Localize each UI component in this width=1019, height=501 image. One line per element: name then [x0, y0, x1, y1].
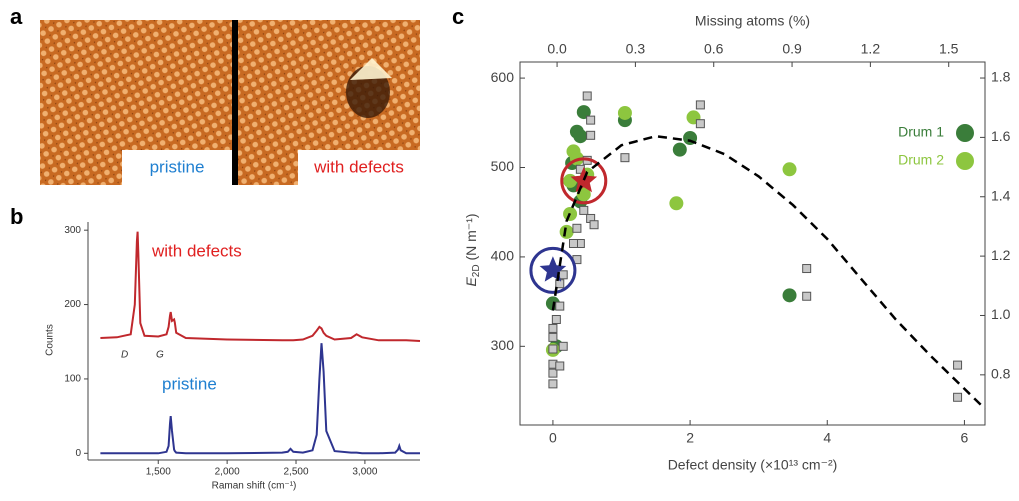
- panel-label: a: [10, 4, 23, 29]
- square-point: [558, 341, 568, 351]
- panel-label: b: [10, 204, 23, 229]
- square-point: [558, 270, 568, 280]
- x-tick-label: 3,000: [352, 467, 377, 478]
- image-label: with defects: [313, 157, 404, 176]
- legend-marker: [956, 152, 974, 170]
- square-point: [555, 361, 565, 371]
- square-point: [586, 115, 596, 125]
- y-label-subscript: 2D: [471, 264, 482, 277]
- highlight-circle: [560, 157, 608, 205]
- label-box: [122, 150, 232, 185]
- x2-tick-label: 0.6: [704, 41, 724, 57]
- y-tick-label: 0: [75, 448, 81, 459]
- square-point: [953, 392, 963, 402]
- y-label-symbol: E: [463, 277, 479, 287]
- y2-tick-label: 1.4: [991, 187, 1011, 203]
- y2-tick-label: 1.0: [991, 306, 1011, 322]
- x2-tick-label: 0.9: [782, 41, 802, 57]
- y-label-unit: (N m⁻¹): [463, 213, 479, 264]
- legend-label: Drum 2: [898, 152, 944, 168]
- legend-label: Drum 1: [898, 124, 944, 140]
- drum-point: [617, 105, 632, 120]
- square-point: [579, 205, 589, 215]
- panel-label: c: [452, 4, 464, 29]
- y-tick-label: 300: [64, 225, 81, 236]
- y-axis-label: E2D (N m⁻¹): [463, 213, 482, 286]
- drum-point: [559, 224, 574, 239]
- x-tick-label: 6: [961, 430, 969, 446]
- square-point: [548, 344, 558, 354]
- plot-frame: [519, 61, 986, 426]
- x-tick-label: 2,500: [284, 467, 309, 478]
- square-point: [953, 360, 963, 370]
- y-tick-label: 300: [491, 337, 515, 353]
- square-point: [555, 279, 565, 289]
- x-tick-label: 0: [549, 430, 557, 446]
- square-point: [802, 291, 812, 301]
- square-point: [548, 323, 558, 333]
- x-axis-label: Defect density (×10¹³ cm⁻²): [668, 457, 838, 473]
- divider: [232, 20, 238, 185]
- y2-tick-label: 1.6: [991, 128, 1011, 144]
- square-point: [555, 301, 565, 311]
- square-point: [586, 130, 596, 140]
- annotation: D: [121, 350, 128, 361]
- square-point: [620, 153, 630, 163]
- x2-tick-label: 0.3: [626, 41, 646, 57]
- y-tick-label: 400: [491, 248, 515, 264]
- x2-tick-label: 1.2: [861, 41, 881, 57]
- square-point: [551, 314, 561, 324]
- defect: [350, 58, 392, 80]
- y2-tick-label: 0.8: [991, 366, 1011, 382]
- y-tick-label: 500: [491, 158, 515, 174]
- image-label: pristine: [150, 157, 205, 176]
- square-point: [572, 223, 582, 233]
- square-point: [695, 100, 705, 110]
- square-point: [802, 264, 812, 274]
- square-point: [568, 239, 578, 248]
- drum-point: [563, 173, 578, 188]
- y2-tick-label: 1.2: [991, 247, 1011, 263]
- square-point: [582, 91, 592, 101]
- y-tick-label: 200: [64, 299, 81, 310]
- drum-point: [669, 196, 684, 211]
- x-axis-label: Raman shift (cm⁻¹): [212, 481, 297, 492]
- drum-point: [672, 142, 687, 157]
- drum-point: [782, 162, 797, 177]
- drum-point: [573, 129, 588, 144]
- square-point: [548, 368, 558, 378]
- x-tick-label: 4: [823, 430, 831, 446]
- spectrum-line: [100, 343, 420, 455]
- y2-tick-label: 1.8: [991, 69, 1011, 85]
- square-point: [589, 220, 599, 230]
- series-label: with defects: [151, 241, 242, 260]
- y-axis-label: Counts: [45, 324, 56, 356]
- x2-tick-label: 0.0: [547, 41, 567, 57]
- fit-line: [551, 134, 986, 410]
- y-tick-label: 100: [64, 374, 81, 385]
- spectrum-line: [100, 231, 421, 342]
- square-point: [695, 119, 705, 129]
- square-point: [548, 379, 558, 389]
- label-box: [298, 150, 420, 185]
- square-point: [548, 332, 558, 342]
- x2-axis-label: Missing atoms (%): [695, 13, 810, 29]
- legend-marker: [956, 124, 974, 142]
- series-label: pristine: [162, 374, 217, 393]
- annotation: G: [156, 350, 164, 361]
- y-tick-label: 600: [491, 69, 515, 85]
- drum-point: [576, 105, 591, 120]
- x-tick-label: 2,000: [215, 467, 240, 478]
- x-tick-label: 1,500: [146, 467, 171, 478]
- drum-point: [782, 288, 797, 303]
- highlight-circle: [529, 246, 577, 294]
- x-tick-label: 2: [686, 430, 694, 446]
- x2-tick-label: 1.5: [939, 41, 959, 57]
